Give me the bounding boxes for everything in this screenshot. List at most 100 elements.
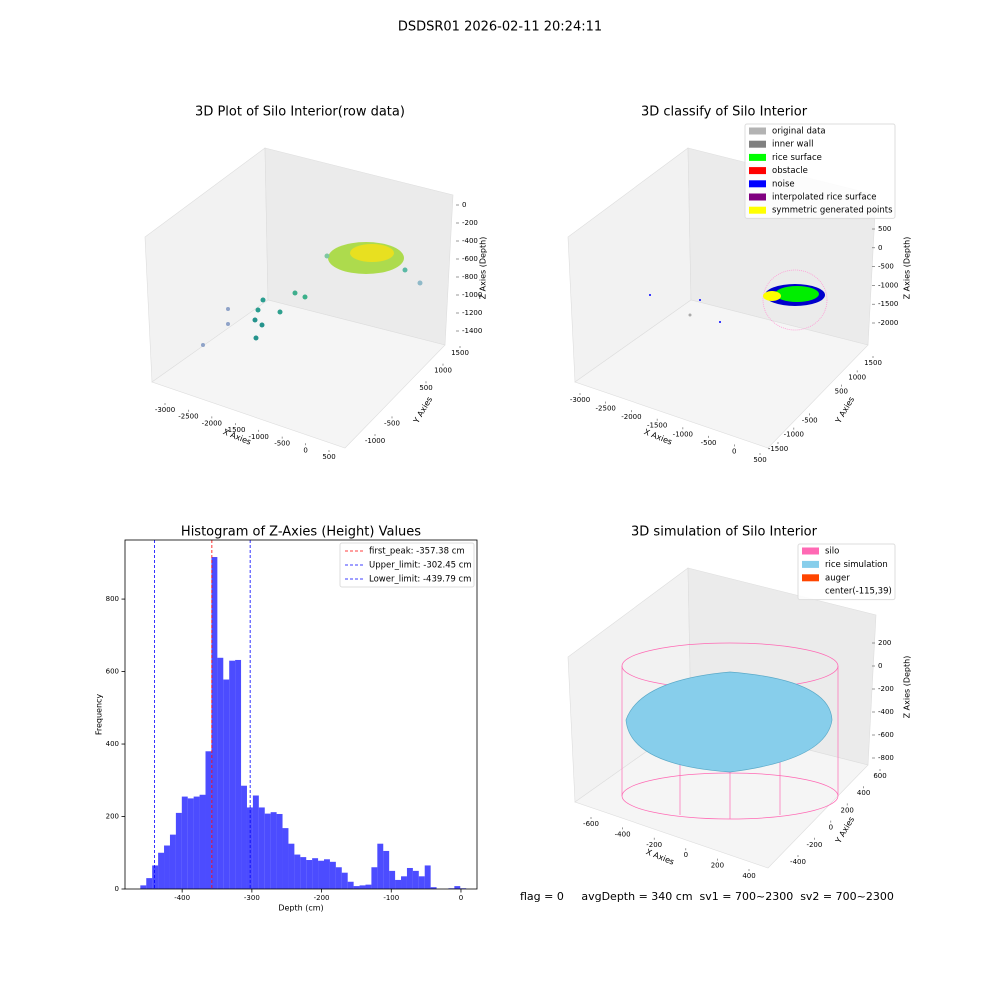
y-tick-label: 1000 (848, 373, 866, 381)
legend-label: auger (825, 573, 850, 583)
x-tick-label: -1500 (647, 422, 667, 430)
bar (229, 660, 236, 889)
legend-label: Lower_limit: -439.79 cm (369, 575, 471, 585)
footer: flag = 0 avgDepth = 340 cm sv1 = 700~230… (520, 890, 894, 903)
y-tick-label: -1000 (784, 431, 804, 439)
legend-swatch (749, 140, 766, 148)
bar (430, 887, 437, 889)
bar (418, 876, 425, 889)
y-tick-label: 0 (115, 885, 119, 893)
z-tick-label: -600 (462, 255, 478, 263)
legend-swatch (749, 180, 766, 188)
x-axis-label: Depth (cm) (278, 904, 323, 913)
bar (306, 860, 313, 889)
legend-label: rice surface (772, 153, 822, 163)
bar (276, 813, 283, 889)
legend-label: noise (772, 179, 795, 189)
bar (181, 796, 188, 889)
y-axis-label: Y Axies (833, 815, 856, 845)
x-tick-label: -1500 (225, 426, 245, 434)
z-tick-label: -200 (462, 219, 478, 227)
bar (217, 657, 224, 889)
legend-label: Upper_limit: -302.45 cm (369, 561, 472, 571)
bar (389, 870, 396, 889)
x-tick-label: -1000 (673, 430, 693, 438)
bar (211, 557, 218, 889)
bar (282, 828, 289, 889)
y-tick-label: 1000 (434, 367, 452, 375)
legend-swatch (749, 206, 766, 214)
legend-box (744, 123, 896, 219)
bar (359, 885, 366, 889)
x-axis-label: X Axies (643, 427, 674, 446)
bar (241, 785, 247, 889)
legend-label: inner wall (772, 140, 813, 150)
bar (300, 857, 307, 889)
y-tick-label: 1500 (451, 349, 469, 357)
x-tick-label: -600 (583, 820, 599, 828)
y-tick-label: 200 (106, 813, 119, 821)
bar (365, 884, 372, 889)
legend-swatch (802, 574, 819, 582)
legend-label: center(-115,39) (825, 587, 892, 597)
y-tick-label: 500 (835, 388, 848, 396)
bar (164, 845, 170, 889)
x-tick-label: -500 (701, 439, 717, 447)
bar (318, 860, 325, 889)
bar (383, 850, 390, 889)
bar (412, 870, 419, 889)
legend-box (339, 542, 475, 588)
bar (371, 867, 378, 889)
bar (264, 813, 271, 889)
z-axis-label: Z Axies (Depth) (903, 656, 912, 719)
z-tick-label: -1400 (462, 327, 482, 335)
x-axis-label: X Axies (645, 847, 676, 866)
z-axis-label: Z Axies (Depth) (903, 237, 912, 300)
bar (205, 751, 212, 889)
x-tick-label: -200 (314, 894, 330, 902)
y-tick-label: -500 (802, 416, 818, 424)
x-tick-label: 0 (732, 447, 736, 455)
bar (146, 878, 153, 889)
bar (140, 885, 147, 889)
z-tick-label: 0 (878, 662, 882, 670)
legend-swatch (749, 153, 766, 161)
point-cloud-raw (201, 242, 423, 347)
bar (246, 807, 253, 889)
legend-label: first_peak: -357.38 cm (369, 547, 465, 557)
silo-simulation (621, 642, 839, 820)
bar (235, 659, 242, 889)
x-tick-label: 200 (711, 862, 724, 870)
x-tick-label: -3000 (155, 406, 175, 414)
bar (324, 859, 330, 889)
z-tick-label: 0 (878, 244, 882, 252)
y-tick-label: -500 (384, 419, 400, 427)
bar (401, 876, 407, 889)
bar (353, 886, 360, 889)
point-cloud-classified (649, 269, 828, 331)
y-tick-label: -200 (806, 841, 822, 849)
y-axis-label: Y Axies (833, 395, 856, 425)
legend-box (797, 543, 896, 601)
y-tick-label: 400 (857, 789, 870, 797)
z-tick-label: 200 (878, 639, 891, 647)
z-tick-label: -1500 (878, 300, 898, 308)
y-tick-label: 200 (841, 806, 854, 814)
legend-swatch (749, 193, 766, 201)
bar (187, 798, 194, 889)
x-tick-label: -2000 (621, 413, 641, 421)
y-axis-label: Y Axies (411, 395, 434, 425)
bar (288, 843, 295, 889)
bar (312, 858, 319, 889)
bar (395, 879, 402, 889)
x-tick-label: 500 (753, 456, 766, 464)
z-tick-label: -1000 (878, 281, 898, 289)
legend-label: rice simulation (825, 560, 888, 570)
legend-swatch (802, 560, 819, 568)
x-tick-label: 0 (303, 446, 307, 454)
bar (377, 843, 384, 889)
x-tick-label: 0 (459, 894, 463, 902)
legend-swatch (749, 167, 766, 175)
x-tick-label: -200 (646, 841, 662, 849)
z-tick-label: -800 (878, 754, 894, 762)
